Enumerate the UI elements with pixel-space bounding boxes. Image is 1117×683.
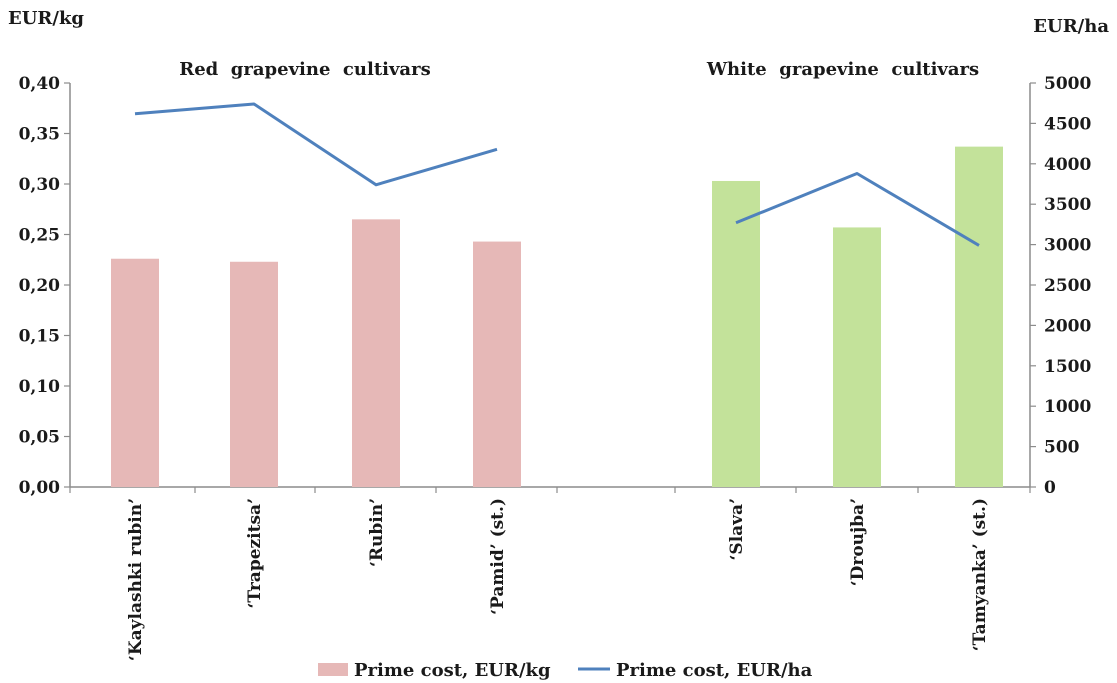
line-segment-1 <box>735 171 980 247</box>
y-right-tick-label: 2000 <box>1044 316 1091 336</box>
x-category-label: ‘Trapezitsa’ <box>245 498 265 608</box>
y-right-tick-label: 2500 <box>1044 276 1091 296</box>
x-category-label: ‘Slava’ <box>727 498 747 560</box>
y-axis-left-unit: EUR/kg <box>8 8 84 29</box>
group-label-red: Red grapevine cultivars <box>179 59 430 80</box>
bar-1 <box>230 261 278 487</box>
y-right-tick-label: 5000 <box>1044 74 1091 94</box>
y-right-tick-label: 3000 <box>1044 236 1091 256</box>
y-right-tick-label: 1000 <box>1044 397 1091 417</box>
y-left-tick-label: 0,15 <box>19 327 60 347</box>
y-left-tick-label: 0,35 <box>19 125 60 145</box>
bar-4 <box>712 180 760 487</box>
y-right-tick-label: 0 <box>1044 478 1056 498</box>
x-category-label: ‘Rubin’ <box>367 498 387 567</box>
bar-6 <box>955 146 1003 487</box>
y-right-tick-label: 3500 <box>1044 195 1091 215</box>
bar-5 <box>833 227 881 487</box>
legend-label-line: Prime cost, EUR/ha <box>616 660 813 681</box>
y-left-tick-label: 0,30 <box>19 175 61 195</box>
legend-label-bar: Prime cost, EUR/kg <box>354 660 551 681</box>
y-right-tick-label: 1500 <box>1044 357 1091 377</box>
bar-2 <box>352 219 400 487</box>
y-axis-right-unit: EUR/ha <box>1033 16 1109 37</box>
x-category-label: ‘Pamid’ (st.) <box>488 498 508 615</box>
bar-0 <box>111 258 159 487</box>
line-segment-0 <box>134 102 498 187</box>
x-category-label: ‘Tamyanka’ (st.) <box>970 498 990 651</box>
legend-swatch-bar <box>318 663 348 676</box>
y-left-tick-label: 0,00 <box>19 478 61 498</box>
y-right-tick-label: 4500 <box>1044 114 1091 134</box>
y-right-tick-label: 500 <box>1044 438 1080 458</box>
bar-3 <box>473 241 521 487</box>
y-right-tick-label: 4000 <box>1044 155 1091 175</box>
y-left-tick-label: 0,25 <box>19 226 60 246</box>
x-category-label: ‘Kaylashki rubin’ <box>126 498 146 661</box>
y-left-tick-label: 0,05 <box>19 428 60 448</box>
y-left-tick-label: 0,20 <box>19 276 61 296</box>
y-left-tick-label: 0,40 <box>19 74 61 94</box>
x-category-label: ‘Droujba’ <box>848 498 868 586</box>
y-left-tick-label: 0,10 <box>19 377 61 397</box>
group-label-white: White grapevine cultivars <box>706 59 979 80</box>
